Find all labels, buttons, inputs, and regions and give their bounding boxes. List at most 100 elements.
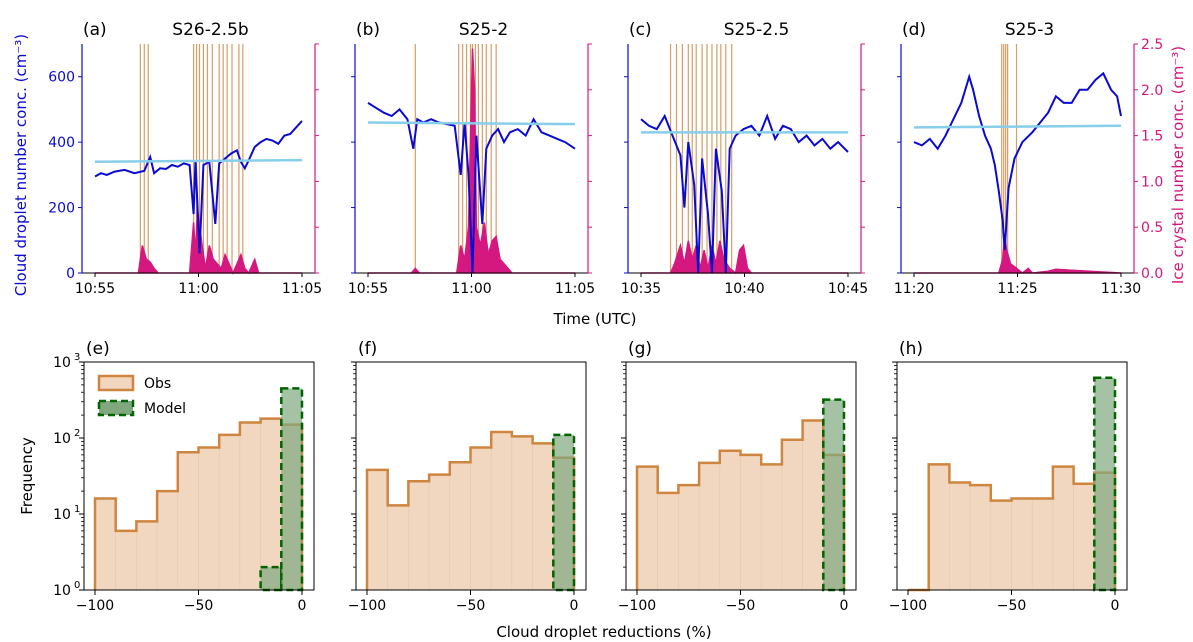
obs-bar: [1011, 498, 1033, 591]
panel-title: S26-2.5b: [172, 20, 248, 40]
droplet-series: [640, 113, 849, 274]
right-tick-label: 2.5: [1141, 37, 1163, 53]
histogram-panel: −100 −50 0 (h): [889, 339, 1128, 614]
x-tick-label: 10:55: [75, 281, 115, 297]
ice-crystal-series: [914, 236, 1122, 274]
obs-bar: [260, 418, 282, 591]
obs-bar: [490, 431, 513, 591]
obs-bar: [760, 464, 783, 591]
ice-crystal-series: [641, 240, 848, 275]
model-bar: [280, 387, 304, 592]
legend-obs-swatch: [97, 374, 135, 392]
obs-bar: [366, 469, 389, 591]
x-tick-label: −100: [76, 598, 114, 614]
obs-bar: [239, 422, 261, 591]
x-tick-label: −50: [456, 598, 486, 614]
x-tick-label: 11:20: [894, 281, 934, 297]
x-tick-label: −50: [184, 598, 214, 614]
obs-bar: [802, 420, 824, 591]
model-bar: [822, 398, 846, 592]
x-tick-label: 10:40: [724, 281, 764, 297]
obs-bar: [636, 466, 659, 591]
top-left-ylabel: Cloud droplet number conc. (cm⁻³): [12, 34, 30, 296]
legend-model-label: Model: [144, 401, 186, 417]
obs-bar: [198, 447, 220, 591]
bottom-ylabel: Frequency: [18, 437, 36, 515]
obs-bar: [511, 436, 533, 591]
obs-bar: [990, 500, 1012, 591]
right-tick-label: 0.0: [1141, 266, 1163, 282]
obs-bar: [928, 464, 950, 591]
obs-bar: [1052, 466, 1074, 591]
x-tick-label: 11:30: [1101, 281, 1141, 297]
obs-bar: [1073, 483, 1095, 591]
y-tick-exponent: 3: [74, 352, 80, 363]
panel-label: (f): [358, 339, 377, 359]
model-bar: [1093, 376, 1117, 592]
panel-label: (h): [899, 339, 923, 359]
panel-label: (c): [629, 20, 652, 40]
legend-obs-label: Obs: [144, 376, 171, 392]
obs-bar: [177, 451, 199, 591]
panel-label: (a): [83, 20, 107, 40]
obs-bar: [740, 454, 762, 591]
histogram-panel: −100 −50 0 (g): [618, 339, 857, 614]
x-tick-label: −50: [726, 598, 756, 614]
panel-title: S25-3: [1005, 20, 1054, 40]
obs-bar: [969, 484, 992, 591]
x-tick-label: −100: [889, 598, 927, 614]
top-xlabel: Time (UTC): [553, 310, 637, 328]
obs-bar: [949, 482, 971, 591]
x-tick-label: 10:35: [621, 281, 661, 297]
droplet-mean-line: [367, 121, 576, 126]
timeseries-panel: 0 200 400 600 10:55 11:00 11:05 (a) S26-2.5b: [48, 20, 322, 297]
obs-bar: [218, 434, 241, 591]
x-tick-label: 0: [840, 598, 849, 614]
droplet-series: [94, 120, 303, 254]
x-tick-label: −100: [348, 598, 386, 614]
obs-bar: [657, 492, 679, 591]
x-tick-label: 10:55: [348, 281, 388, 297]
left-tick-label: 600: [48, 70, 75, 86]
top-right-ylabel: Ice crystal number conc. (cm⁻³): [1169, 46, 1187, 284]
y-tick-exponent: 0: [74, 580, 80, 591]
right-tick-label: 2.0: [1141, 83, 1163, 99]
bottom-xlabel: Cloud droplet reductions (%): [496, 623, 711, 641]
droplet-mean-line: [913, 124, 1122, 129]
x-tick-label: 0: [298, 598, 307, 614]
obs-step-outline: [908, 463, 1117, 592]
x-tick-label: 0: [570, 598, 579, 614]
obs-step-outline: [365, 430, 576, 590]
x-tick-label: 11:05: [282, 281, 322, 297]
obs-bar: [428, 474, 451, 591]
legend-model-swatch: [97, 399, 135, 417]
right-tick-label: 0.5: [1141, 220, 1163, 236]
droplet-mean-line: [94, 158, 303, 164]
y-tick-label: 10: [53, 355, 71, 371]
x-tick-label: 10:45: [828, 281, 868, 297]
timeseries-panel: 0.0 0.5 1.0 1.5 2.0 2.5 11:20 11:25 11:30 (d) S25-…: [894, 20, 1163, 297]
left-tick-label: 200: [48, 201, 75, 217]
obs-bar: [781, 439, 803, 591]
obs-bar: [136, 521, 158, 591]
droplet-series: [367, 102, 576, 274]
y-tick-label: 10: [53, 583, 71, 599]
obs-bar: [678, 484, 700, 591]
obs-bar: [449, 461, 471, 591]
obs-bar: [156, 490, 179, 591]
x-tick-label: 11:05: [555, 281, 595, 297]
x-tick-label: 0: [1111, 598, 1120, 614]
obs-bar: [698, 462, 721, 591]
right-tick-label: 1.0: [1141, 174, 1163, 190]
timeseries-panel: 10:55 11:00 11:05 (b) S25-2: [348, 20, 595, 297]
y-tick-exponent: 1: [74, 504, 80, 515]
legend: Obs Model: [97, 374, 186, 417]
panel-label: (d): [902, 20, 926, 40]
y-tick-exponent: 2: [74, 428, 80, 439]
x-tick-label: −50: [997, 598, 1027, 614]
y-tick-label: 10: [53, 507, 71, 523]
panel-title: S25-2: [459, 20, 508, 40]
obs-bar: [532, 443, 554, 591]
